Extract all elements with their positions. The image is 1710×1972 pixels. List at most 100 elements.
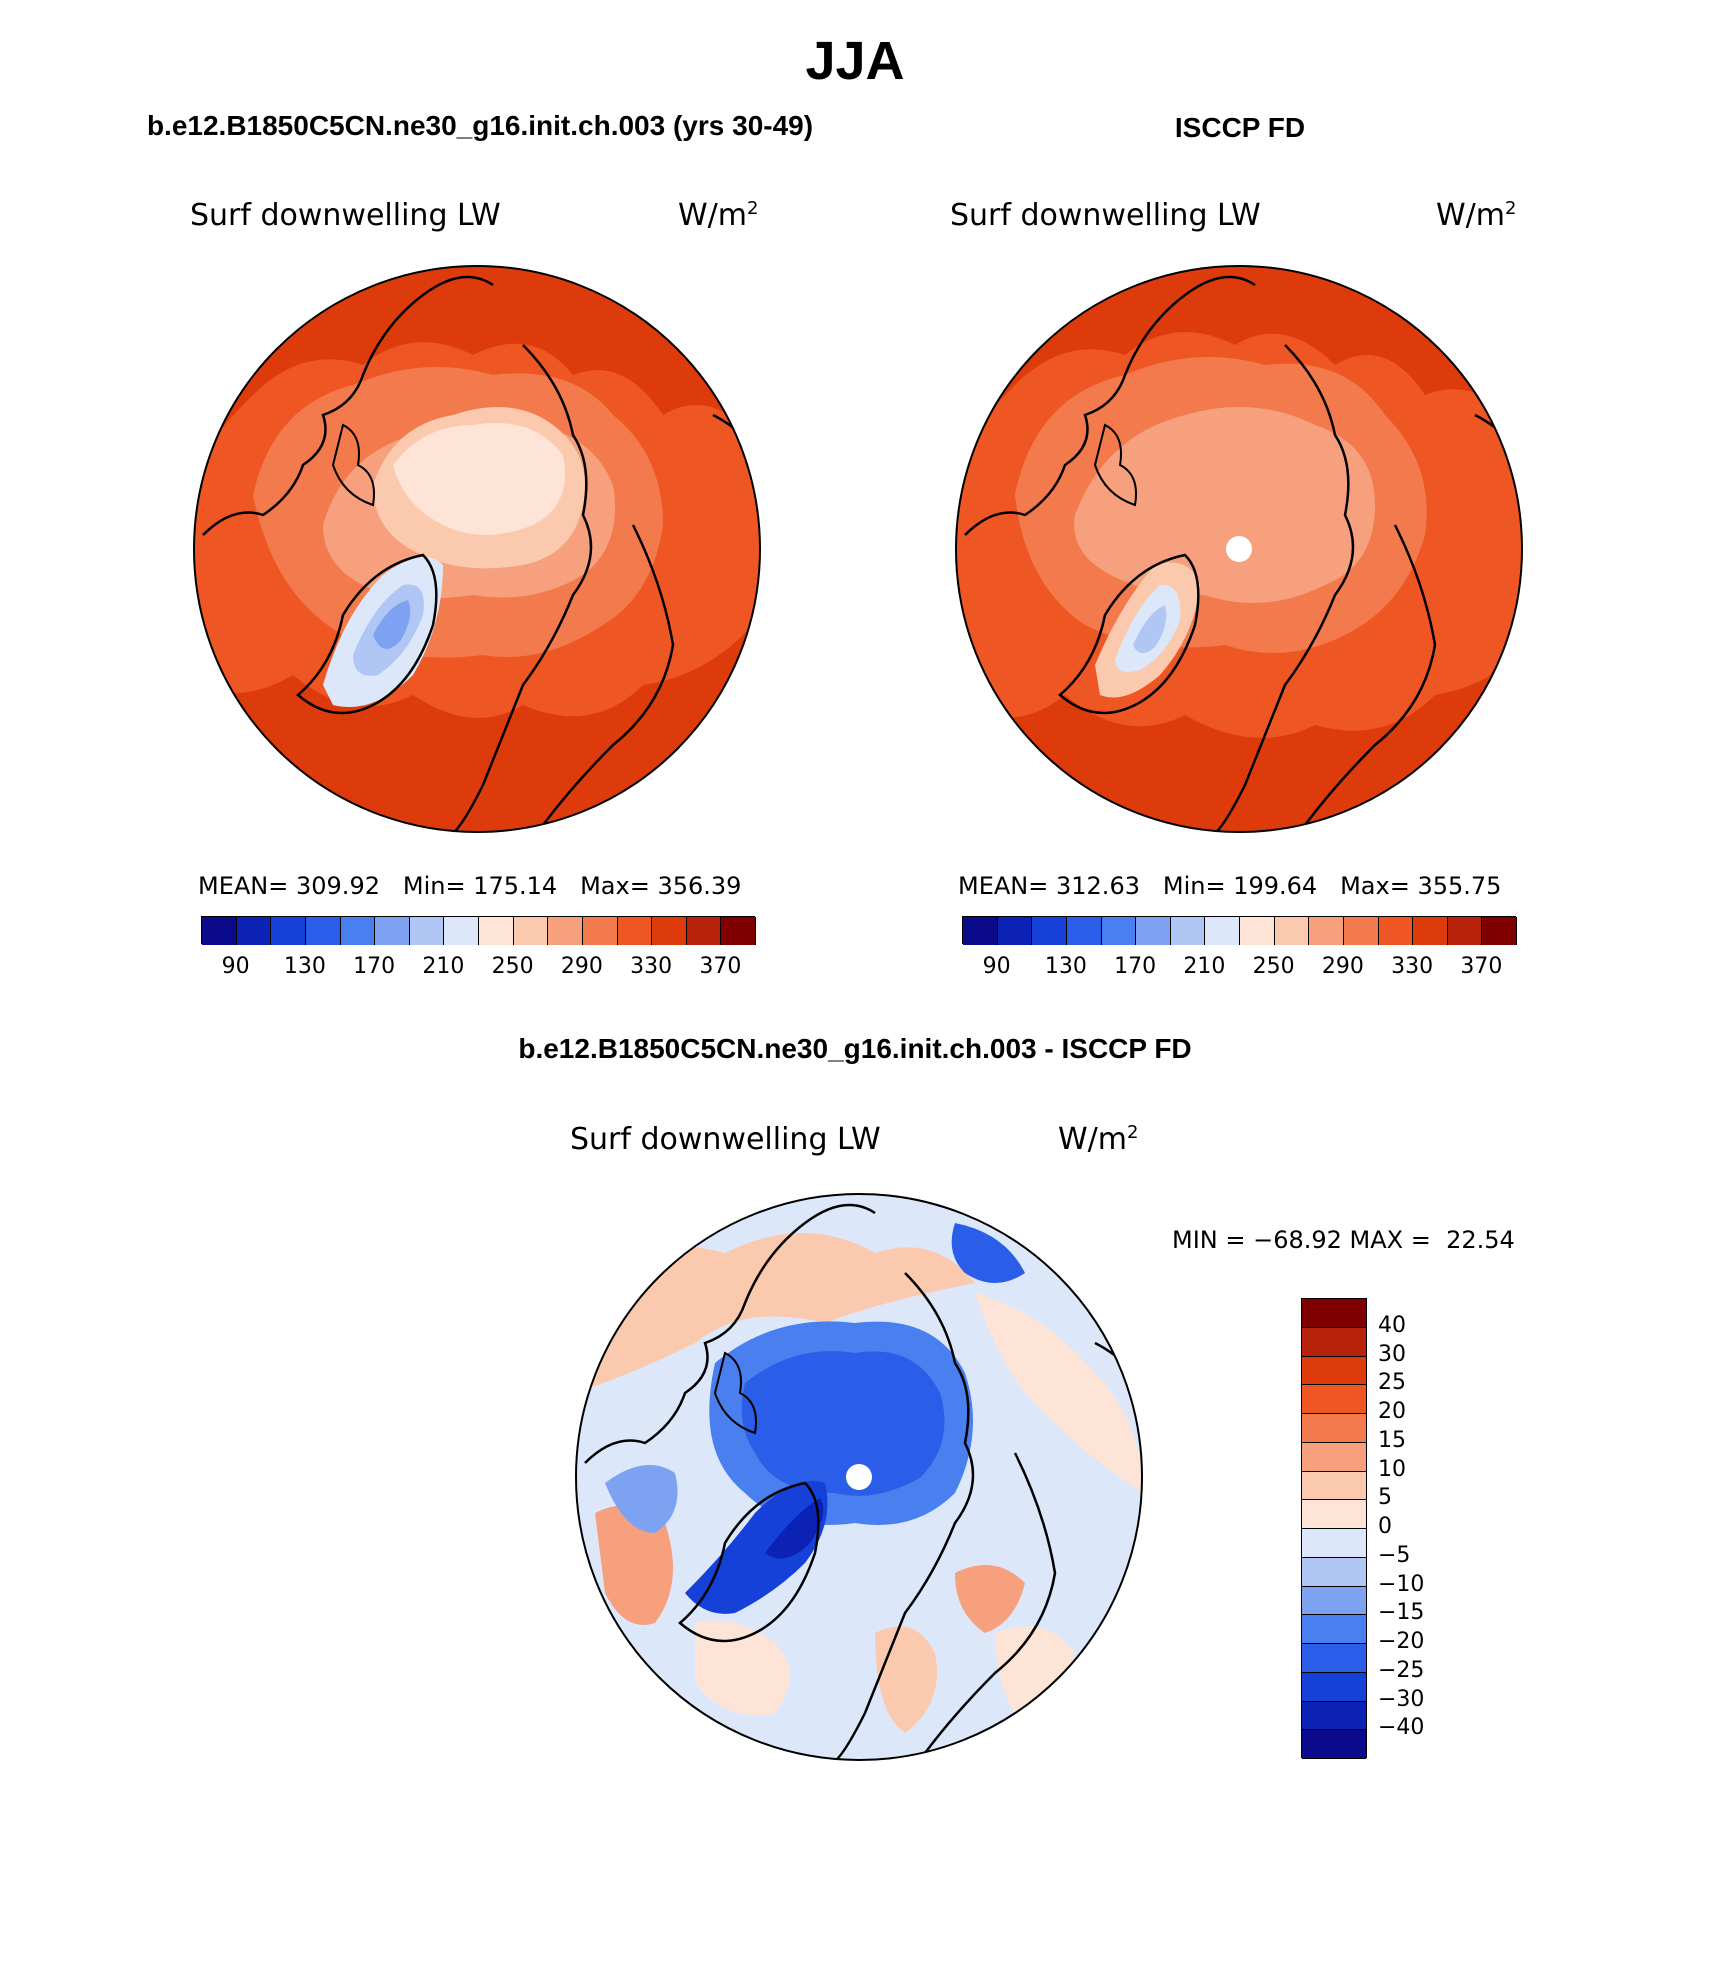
- coastline-north-america: [202, 275, 494, 536]
- colorbar-tick-label: −20: [1378, 1629, 1425, 1654]
- colorbar-tick-label: 330: [630, 954, 673, 979]
- colorbar-swatch: [1302, 1500, 1366, 1529]
- colorbar-swatch: [1302, 1701, 1366, 1731]
- colorbar-tick-label: 130: [1044, 954, 1087, 979]
- map-fill: [995, 1626, 1075, 1713]
- colorbar-right: [962, 916, 1517, 945]
- map-bottom-difference: [575, 1193, 1143, 1761]
- colorbar-left-ticks: 90 130 170 210 250 290 330 370: [201, 954, 755, 984]
- colorbar-swatch: [305, 917, 341, 945]
- colorbar-tick-label: 40: [1378, 1312, 1406, 1338]
- stat-min-label: Min=: [402, 872, 466, 900]
- colorbar-swatch: [997, 917, 1033, 945]
- colorbar-tick-label: 370: [1460, 954, 1503, 979]
- stat-max-label: Max=: [580, 872, 650, 900]
- colorbar-swatch: [1343, 917, 1379, 945]
- colorbar-swatch: [1302, 1644, 1366, 1673]
- colorbar-tick-label: −5: [1378, 1542, 1411, 1568]
- colorbar-swatch: [1302, 1299, 1366, 1328]
- colorbar-tick-label: 10: [1378, 1456, 1406, 1482]
- panel-left-units: W/m2: [678, 198, 759, 233]
- colorbar-tick-label: 130: [283, 954, 326, 979]
- coastline-greenland: [678, 1481, 820, 1643]
- colorbar-swatch: [236, 917, 272, 945]
- colorbar-tick-label: 250: [491, 954, 534, 979]
- colorbar-swatch: [963, 917, 998, 945]
- map-border: [193, 265, 761, 833]
- colorbar-swatch: [1205, 917, 1240, 945]
- colorbar-tick-label: 20: [1378, 1399, 1406, 1424]
- stat-mean-value: 309.92: [296, 872, 380, 900]
- colorbar-right-ticks: 90 130 170 210 250 290 330 370: [962, 954, 1516, 984]
- panel-bottom-title: b.e12.B1850C5CN.ne30_g16.init.ch.003 - I…: [518, 1033, 1192, 1064]
- panel-right-stats: MEAN= 312.63 Min= 199.64 Max= 355.75: [958, 872, 1501, 900]
- colorbar-tick-label: 15: [1378, 1427, 1406, 1453]
- colorbar-swatch: [548, 917, 583, 945]
- map-fill: [576, 1233, 975, 1393]
- map-fill: [956, 645, 1522, 832]
- map-fill: [1074, 407, 1375, 603]
- coastline-europe: [924, 1452, 1057, 1754]
- pole-hole: [1226, 536, 1252, 562]
- colorbar-tick-label: 290: [1321, 954, 1364, 979]
- map-fill: [765, 1498, 824, 1559]
- map-fill: [955, 1565, 1025, 1633]
- colorbar-swatch: [1482, 917, 1517, 945]
- panel-left-variable: Surf downwelling LW: [190, 198, 501, 233]
- map-fill: [605, 1465, 678, 1533]
- coastline-archipelago: [713, 1351, 757, 1435]
- stat-max-value: 355.75: [1417, 872, 1502, 900]
- colorbar-swatch: [1302, 1442, 1366, 1472]
- colorbar-swatch: [1447, 917, 1483, 945]
- map-fill: [194, 266, 760, 465]
- colorbar-swatch: [202, 917, 237, 945]
- colorbar-swatch: [1066, 917, 1102, 945]
- map-fill: [194, 615, 760, 832]
- stat-mean-label: MEAN=: [198, 872, 289, 900]
- map-fill: [685, 1481, 828, 1614]
- colorbar-swatch: [1302, 1471, 1366, 1501]
- colorbar-swatch: [444, 917, 479, 945]
- colorbar-swatch: [513, 917, 549, 945]
- main-title: JJA: [805, 31, 905, 91]
- colorbar-swatch: [1170, 917, 1206, 945]
- map-fill: [595, 1505, 673, 1625]
- colorbar-swatch: [1101, 917, 1137, 945]
- colorbar-tick-label: 290: [560, 954, 603, 979]
- colorbar-swatch: [1302, 1586, 1366, 1616]
- colorbar-tick-label: 210: [1183, 954, 1226, 979]
- colorbar-swatch: [375, 917, 410, 945]
- stat-max-value: 356.39: [657, 872, 742, 900]
- colorbar-tick-label: −15: [1378, 1600, 1425, 1626]
- stat-max-label: Max=: [1340, 872, 1410, 900]
- colorbar-swatch: [617, 917, 653, 945]
- map-left-model: [193, 265, 761, 833]
- map-border: [575, 1193, 1143, 1761]
- panel-right-units: W/m2: [1436, 198, 1517, 233]
- colorbar-vertical: [1301, 1298, 1367, 1759]
- panel-right-variable: Surf downwelling LW: [950, 198, 1261, 233]
- panel-left-stats: MEAN= 309.92 Min= 175.14 Max= 356.39: [198, 872, 741, 900]
- map-border: [955, 265, 1523, 833]
- colorbar-swatch: [1302, 1730, 1366, 1759]
- colorbar-tick-label: −40: [1378, 1715, 1425, 1741]
- colorbar-tick-label: −30: [1378, 1686, 1425, 1712]
- colorbar-tick-label: −10: [1378, 1571, 1425, 1597]
- coastline-greenland: [296, 553, 438, 715]
- panel-bottom-minmax: MIN = −68.92 MAX = 22.54: [1172, 1226, 1515, 1254]
- map-fill: [956, 266, 1522, 455]
- colorbar-swatch: [479, 917, 514, 945]
- colorbar-swatch: [1302, 1672, 1366, 1702]
- coastline-eurasia: [1214, 344, 1355, 832]
- coastline-europe: [542, 524, 675, 826]
- map-fill: [875, 1626, 937, 1733]
- colorbar-tick-label: 250: [1252, 954, 1295, 979]
- colorbar-tick-label: 170: [1114, 954, 1157, 979]
- colorbar-swatch: [1302, 1615, 1366, 1644]
- colorbar-tick-label: 170: [353, 954, 396, 979]
- colorbar-swatch: [340, 917, 376, 945]
- stat-min-value: 199.64: [1233, 872, 1318, 900]
- panel-bottom-variable: Surf downwelling LW: [570, 1122, 881, 1157]
- coastline-north-america: [964, 275, 1256, 536]
- colorbar-swatch: [1302, 1356, 1366, 1386]
